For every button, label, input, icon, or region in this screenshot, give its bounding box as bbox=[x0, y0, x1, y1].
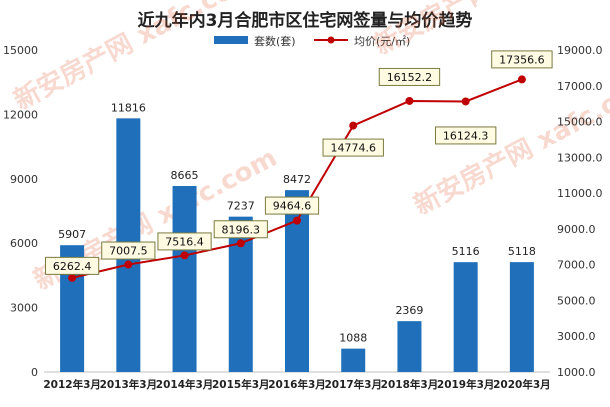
x-tick-label: 2017年3月 bbox=[324, 378, 382, 391]
x-tick-label: 2020年3月 bbox=[493, 378, 551, 391]
line-data-label-box bbox=[213, 220, 268, 239]
line-data-label: 16124.3 bbox=[443, 129, 489, 142]
line-point-marker bbox=[180, 251, 189, 260]
bar-mark bbox=[509, 262, 534, 372]
y-left-tick-label: 6000 bbox=[10, 237, 38, 250]
y-right-tick-label: 13000.0 bbox=[557, 151, 603, 164]
bar-data-label: 5907 bbox=[58, 228, 86, 241]
y-right-tick-label: 3000.0 bbox=[557, 330, 596, 343]
x-tick-label: 2015年3月 bbox=[212, 378, 270, 391]
bar-mark bbox=[172, 185, 197, 372]
bar-mark bbox=[453, 262, 478, 372]
chart-title: 近九年内3月合肥市区住宅网签量与均价趋势 bbox=[137, 11, 473, 31]
line-point-marker bbox=[236, 239, 245, 248]
y-right-tick-label: 9000.0 bbox=[557, 223, 596, 236]
line-point-marker bbox=[293, 216, 301, 225]
y-right-tick-label: 7000.0 bbox=[557, 259, 596, 272]
line-point-marker bbox=[349, 121, 358, 130]
line-data-label-box bbox=[434, 126, 497, 145]
line-data-label: 14774.6 bbox=[330, 142, 376, 155]
bar-data-label: 8665 bbox=[171, 169, 199, 182]
line-point-marker bbox=[517, 75, 526, 84]
line-data-label: 16152.2 bbox=[387, 71, 433, 84]
line-data-label-box bbox=[378, 67, 441, 86]
y-right-tick-label: 1000.0 bbox=[557, 366, 596, 379]
legend-line-swatch bbox=[314, 36, 348, 44]
x-tick-label: 2012年3月 bbox=[43, 378, 101, 391]
line-point-marker bbox=[461, 97, 470, 106]
y-left-tick-label: 0 bbox=[31, 366, 38, 379]
bar-data-label: 8472 bbox=[283, 173, 311, 186]
line-point-marker bbox=[405, 96, 414, 105]
bar-mark bbox=[397, 321, 422, 372]
line-point-marker bbox=[68, 273, 77, 282]
line-data-label: 7516.4 bbox=[165, 235, 204, 248]
bar-mark bbox=[341, 348, 366, 372]
legend-bar-swatch bbox=[214, 36, 248, 44]
line-data-label-box bbox=[101, 241, 156, 260]
y-right-tick-label: 17000.0 bbox=[557, 80, 603, 93]
x-tick-label: 2014年3月 bbox=[156, 378, 214, 391]
line-data-label: 6262.4 bbox=[53, 260, 92, 273]
bar-data-label: 1088 bbox=[339, 332, 367, 345]
x-tick-label: 2013年3月 bbox=[100, 378, 158, 391]
legend-label-bar: 套数(套) bbox=[254, 35, 296, 48]
line-point-marker bbox=[124, 260, 133, 269]
line-data-label: 17356.6 bbox=[499, 53, 545, 66]
x-tick-label: 2016年3月 bbox=[268, 378, 326, 391]
y-left-tick-label: 12000 bbox=[3, 108, 38, 121]
line-data-label: 7007.5 bbox=[109, 245, 148, 258]
bar-data-label: 7237 bbox=[227, 200, 255, 213]
y-right-tick-label: 11000.0 bbox=[557, 187, 603, 200]
y-right-tick-label: 19000.0 bbox=[557, 44, 603, 57]
y-right-tick-label: 15000.0 bbox=[557, 116, 603, 129]
line-data-label-box bbox=[45, 256, 100, 275]
bar-data-label: 11816 bbox=[111, 101, 146, 114]
bar-data-label: 2369 bbox=[395, 304, 423, 317]
line-data-label: 9464.6 bbox=[273, 200, 312, 213]
bar-data-label: 5118 bbox=[508, 245, 536, 258]
watermark-text: 新安房产网 xafc.com bbox=[9, 0, 262, 116]
y-left-tick-label: 15000 bbox=[3, 44, 38, 57]
y-right-tick-label: 5000.0 bbox=[557, 294, 596, 307]
legend-label-line: 均价(元/㎡) bbox=[354, 35, 411, 48]
line-data-label-box bbox=[322, 138, 384, 157]
line-data-label-box bbox=[157, 232, 212, 251]
y-left-tick-label: 9000 bbox=[10, 173, 38, 186]
line-data-label-box bbox=[264, 196, 320, 215]
x-tick-label: 2018年3月 bbox=[381, 378, 439, 391]
bar-data-label: 5116 bbox=[452, 245, 480, 258]
x-tick-label: 2019年3月 bbox=[437, 378, 495, 391]
line-data-label-box bbox=[491, 50, 553, 69]
line-data-label: 8196.3 bbox=[222, 223, 261, 236]
y-left-tick-label: 3000 bbox=[10, 302, 38, 315]
